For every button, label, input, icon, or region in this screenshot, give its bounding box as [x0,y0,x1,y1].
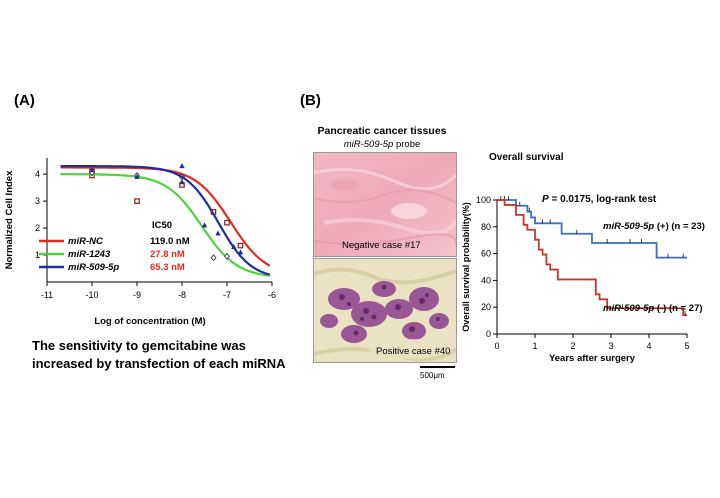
caption-line-1: The sensitivity to gemcitabine was [32,338,246,353]
histology-title: Pancreatic cancer tissues [317,125,447,137]
point-m509 [134,173,140,179]
p-value-text: = 0.0175, log-rank test [549,194,657,205]
km-curve-km_neg [497,199,687,317]
point-m509 [179,179,185,185]
chart-title: Overall survival [489,152,564,163]
y-tick-label: 0 [486,329,491,339]
series-suffix: (-) (n = 27) [654,303,702,314]
negative-tissue-texture [314,153,456,256]
curve-m509 [60,165,271,276]
x-tick-label: -8 [178,290,186,300]
y-tick-label: 20 [481,302,491,312]
probe-suffix: probe [393,139,421,150]
y-tick-label: 60 [481,249,491,259]
x-tick-label: -6 [268,290,276,300]
x-tick-label: -7 [223,290,231,300]
legend-ic50-nc: 119.0 nM [150,236,190,247]
point-nc [224,219,230,226]
y-tick-label: 80 [481,222,491,232]
negative-tissue-image: Negative case #17 [313,152,457,257]
y-tick-label: 1 [35,250,40,260]
negative-case-label: Negative case #17 [342,240,421,251]
histology-probe: miR-509-5p probe [302,139,462,150]
x-tick-label: -10 [85,290,98,300]
series-name: miR-509-5p [603,221,654,232]
y-axis-label: Overall survival probability(%) [461,202,471,332]
point-m509 [215,230,221,236]
series-suffix: (+) (n = 23) [654,221,705,232]
point-nc [134,198,140,204]
y-tick-label: 40 [481,275,491,285]
series-label-km_pos: miR-509-5p (+) (n = 23) [603,221,705,232]
x-tick-label: 2 [570,341,575,351]
legend-name-nc: miR-NC [68,236,103,247]
point-m509 [231,243,237,249]
point-nc [237,242,244,249]
p-symbol: P [542,194,549,205]
point-m509 [237,249,244,255]
x-tick-label: 1 [532,341,537,351]
survival-chart: Overall survival 0 1 2 3 4 5 0 20 40 60 80 100 Years … [461,152,705,364]
caption-line-2: increased by transfection of each miRNA [32,356,286,371]
y-tick-label: 2 [35,223,40,233]
x-tick-label: -11 [41,290,53,300]
caption-a: The sensitivity to gemcitabine was incre… [32,337,286,373]
x-tick-label: 0 [494,341,499,351]
point-m509 [179,163,185,169]
scale-bar-label: 500μm [420,371,445,380]
km-curve-km_pos [497,199,687,259]
p-value-annotation: P = 0.0175, log-rank test [542,194,657,205]
legend-ic50-m509: 65.3 nM [150,262,185,273]
scale-bar [420,366,455,368]
positive-tissue-image: Positive case #40 [313,258,457,363]
x-tick-label: -9 [133,290,141,300]
curve-m1243 [60,173,270,277]
x-axis-label: Years after surgery [549,353,636,364]
probe-name: miR-509-5p [343,139,394,150]
panel-a-label: (A) [14,92,35,109]
point-m1243 [224,252,230,260]
series-label-km_neg: miR-509-5p (-) (n = 27) [603,303,703,314]
point-m1243 [210,254,217,262]
x-tick-label: 3 [608,341,613,351]
y-axis-label: Normalized Cell Index [4,170,15,269]
legend-title: IC50 [152,220,172,231]
x-axis-label: Log of concentration (M) [94,316,205,327]
positive-case-label: Positive case #40 [376,346,451,357]
y-tick-label: 3 [35,196,40,206]
panel-b-label: (B) [300,92,321,109]
point-m509 [201,222,208,228]
y-tick-label: 4 [35,169,40,179]
positive-tissue-texture [314,259,456,362]
series-name: miR-509-5p [603,303,654,314]
legend-name-m509: miR-509-5p [68,262,119,273]
y-tick-label: 100 [476,195,491,205]
x-tick-label: 4 [646,341,651,351]
point-m509 [89,167,95,173]
legend-name-m1243: miR-1243 [68,249,111,260]
legend-ic50-m1243: 27.8 nM [150,249,185,260]
dose-response-chart: -11 -10 -9 -8 -7 -6 1 2 3 4 Log of concentration (… [4,158,276,327]
x-tick-label: 5 [684,341,689,351]
